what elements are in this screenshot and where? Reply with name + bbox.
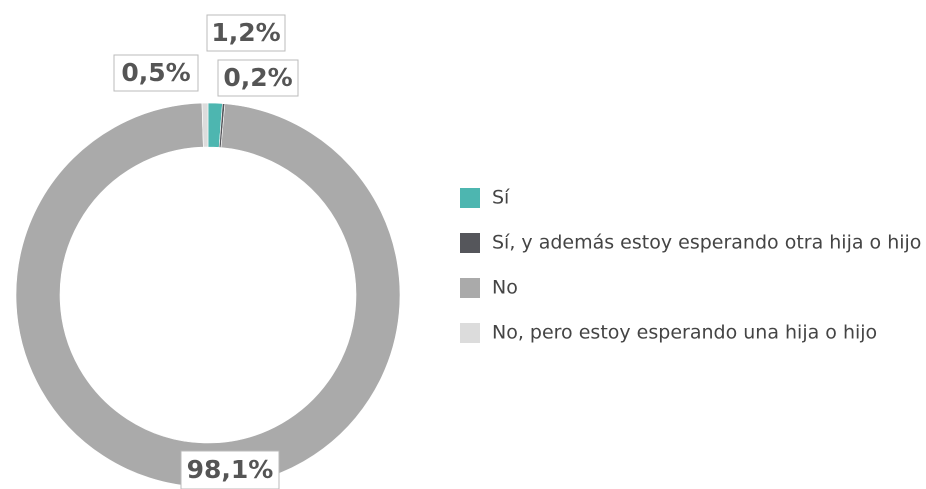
donut-slice [201, 102, 209, 148]
legend-label: No, pero estoy esperando una hija o hijo [492, 322, 877, 344]
label-box [217, 59, 299, 97]
legend-swatch [460, 233, 480, 253]
label-box [206, 14, 286, 52]
data-label: 98,1% [187, 455, 274, 484]
donut-slice [15, 102, 401, 488]
legend-swatch [460, 323, 480, 343]
legend-label: No [492, 277, 518, 299]
legend-label: Sí [492, 187, 510, 209]
legend-swatch [460, 188, 480, 208]
label-box [113, 54, 199, 92]
data-label: 1,2% [211, 18, 280, 47]
label-box [180, 450, 280, 489]
data-label: 0,5% [121, 58, 190, 87]
data-label: 0,2% [223, 63, 292, 92]
legend-swatch [460, 278, 480, 298]
legend-label: Sí, y además estoy esperando otra hija o… [492, 232, 921, 254]
